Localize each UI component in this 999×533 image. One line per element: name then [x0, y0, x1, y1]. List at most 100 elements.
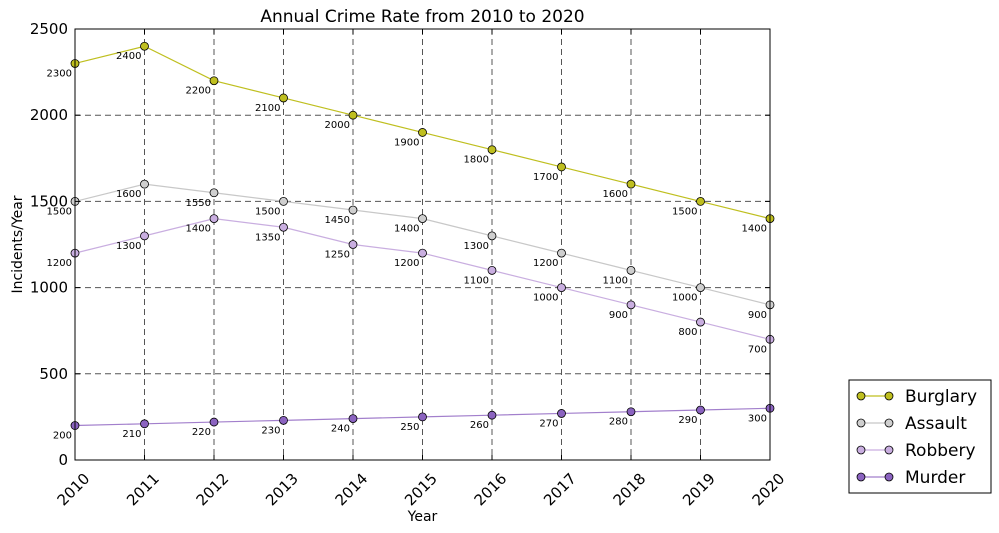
data-label: 700: [748, 344, 767, 355]
data-label: 1300: [116, 241, 141, 252]
y-tick-label: 1500: [30, 192, 68, 210]
data-label: 1200: [533, 258, 558, 269]
data-point: [209, 76, 219, 86]
data-point: [696, 283, 705, 293]
data-label: 1600: [116, 189, 141, 200]
legend-label: Burglary: [905, 387, 977, 407]
legend-label: Murder: [905, 468, 965, 488]
chart-title: Annual Crime Rate from 2010 to 2020: [260, 7, 584, 27]
legend-item-assault: Assault: [856, 414, 967, 434]
data-point: [696, 196, 705, 206]
data-label: 1100: [603, 275, 628, 286]
data-point: [487, 410, 497, 420]
data-point: [487, 265, 497, 275]
data-point: [140, 419, 149, 429]
y-tick-label: 0: [58, 451, 68, 469]
data-point: [279, 93, 288, 103]
y-tick-label: 2500: [30, 20, 68, 38]
data-label: 1400: [394, 224, 419, 235]
data-point: [626, 179, 636, 189]
y-tick-label: 2000: [30, 106, 68, 124]
data-point: [626, 300, 636, 310]
data-label: 1500: [47, 206, 72, 217]
data-label: 900: [748, 310, 767, 321]
data-label: 250: [400, 422, 419, 433]
data-label: 1000: [533, 293, 558, 304]
data-point: [557, 162, 566, 172]
legend: Burglary Assault Robbery Murder: [848, 379, 992, 494]
data-label: 1450: [325, 215, 350, 226]
y-tick-label: 500: [39, 365, 68, 383]
data-label: 1250: [325, 250, 350, 261]
series-murder: 200 210 220 230 240 250 260 270 280 290 300: [53, 403, 775, 442]
legend-marker: [884, 391, 894, 401]
data-point: [348, 414, 358, 424]
data-label: 800: [678, 327, 697, 338]
data-label: 1300: [464, 241, 489, 252]
data-label: 1000: [672, 293, 697, 304]
legend-marker: [884, 472, 894, 482]
data-point: [487, 231, 497, 241]
data-point: [209, 188, 219, 198]
legend-marker: [856, 391, 866, 401]
data-point: [418, 412, 427, 422]
data-point: [279, 415, 288, 425]
data-label: 1200: [47, 258, 72, 269]
data-label: 900: [609, 310, 628, 321]
data-label: 2200: [186, 86, 211, 97]
y-axis-label: Incidents/Year: [10, 195, 26, 293]
data-point: [348, 240, 358, 249]
data-point: [557, 283, 566, 293]
data-point: [418, 248, 427, 258]
data-label: 210: [122, 429, 141, 440]
legend-label: Assault: [905, 414, 967, 434]
data-label: 2100: [255, 103, 280, 114]
data-label: 1100: [464, 275, 489, 286]
legend-marker: [856, 472, 866, 482]
data-label: 260: [470, 420, 489, 431]
data-label: 1500: [672, 206, 697, 217]
data-point: [140, 41, 149, 51]
series-group: 2300240022002100200019001800170016001500…: [47, 41, 775, 442]
data-label: 2300: [47, 68, 72, 79]
data-label: 290: [678, 415, 697, 426]
data-label: 300: [748, 413, 767, 424]
legend-marker: [884, 445, 894, 455]
data-point: [696, 317, 705, 327]
data-label: 1600: [603, 189, 628, 200]
data-point: [418, 214, 427, 224]
data-label: 1400: [186, 224, 211, 235]
legend-box: [848, 379, 992, 494]
series-assault: 1500 1600 1550 1500 1450 1400 1300 1200 1100 1000…: [47, 179, 775, 321]
data-label: 200: [53, 431, 72, 442]
series-robbery: 1200 1300 1400 1350 1250 1200 1100 1000 900 800 70…: [47, 214, 775, 355]
data-label: 2000: [325, 120, 350, 131]
data-label: 2400: [116, 51, 141, 62]
data-point: [348, 205, 358, 215]
data-point: [140, 231, 149, 241]
data-point: [557, 409, 566, 418]
data-label: 1350: [255, 232, 280, 243]
legend-marker: [856, 418, 866, 428]
data-point: [279, 196, 288, 206]
legend-item-murder: Murder: [856, 468, 965, 488]
data-label: 1400: [742, 224, 767, 235]
data-label: 280: [609, 417, 628, 428]
data-label: 1550: [186, 198, 211, 209]
data-point: [487, 145, 497, 155]
data-point: [209, 214, 219, 224]
data-point: [418, 128, 427, 137]
data-label: 1500: [255, 206, 280, 217]
data-point: [209, 417, 219, 427]
legend-marker: [856, 445, 866, 455]
legend-item-burglary: Burglary: [856, 387, 977, 407]
data-point: [348, 110, 358, 120]
x-axis-label: Year: [407, 509, 438, 525]
data-label: 230: [261, 425, 280, 436]
data-label: 1700: [533, 172, 558, 183]
data-label: 1200: [394, 258, 419, 269]
data-label: 220: [192, 427, 211, 438]
series-burglary: 2300 2400 2200 2100 2000 1900 1800 1700 1600 1500…: [47, 41, 775, 235]
